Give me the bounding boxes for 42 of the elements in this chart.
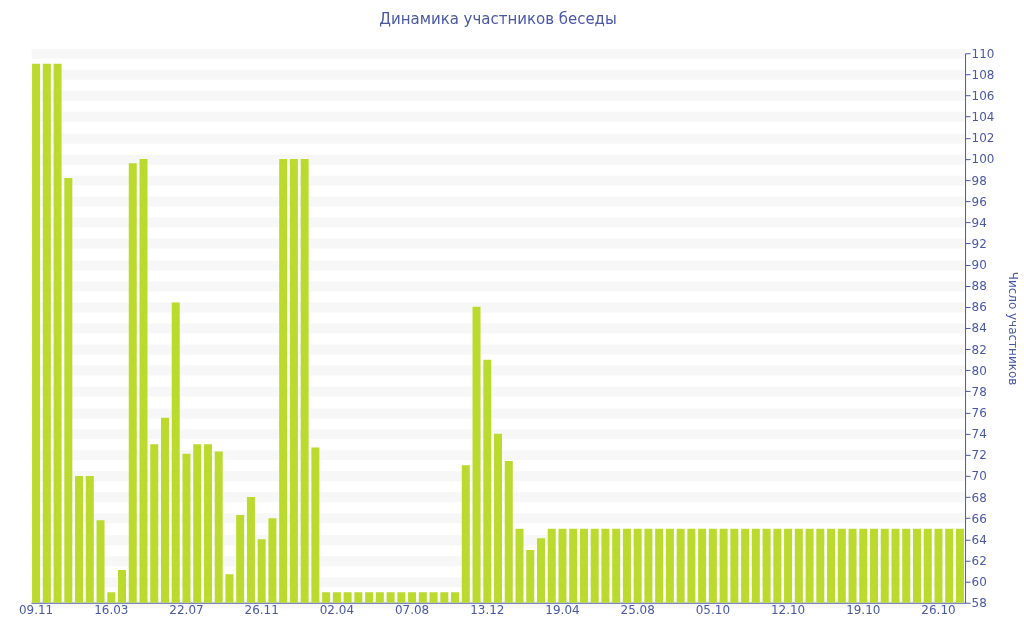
y-tick-label: 68 <box>971 490 987 505</box>
y-tick-label: 60 <box>971 575 987 590</box>
x-tick-label: 02.04 <box>319 603 354 618</box>
y-tick-label: 106 <box>971 89 995 104</box>
x-tick-label: 26.11 <box>244 603 279 618</box>
y-tick-label: 78 <box>971 384 987 399</box>
x-tick-label: 22.07 <box>169 603 204 618</box>
x-tick-label: 05.10 <box>695 603 730 618</box>
x-tick-label: 09.11 <box>18 603 54 618</box>
x-tick-label: 07.08 <box>394 603 430 618</box>
y-tick-label: 94 <box>971 215 987 230</box>
y-tick-label: 66 <box>971 511 987 526</box>
y-tick-label: 104 <box>971 110 995 125</box>
y-tick-label: 102 <box>971 131 995 146</box>
y-axis-title: Число участников <box>1006 271 1021 386</box>
y-tick-label: 84 <box>971 321 987 336</box>
y-tick-label: 88 <box>971 279 987 294</box>
y-tick-label: 108 <box>971 67 995 82</box>
y-tick-label: 82 <box>971 342 987 357</box>
y-tick-label: 100 <box>971 152 995 167</box>
y-tick-label: 92 <box>971 236 987 251</box>
y-tick-label: 96 <box>971 194 987 209</box>
x-tick-label: 16.03 <box>94 603 129 618</box>
y-tick-label: 98 <box>971 173 987 188</box>
x-tick-label: 13.12 <box>470 603 505 618</box>
x-tick-label: 19.04 <box>545 603 580 618</box>
x-tick-label: 25.08 <box>620 603 655 618</box>
y-tick-label: 64 <box>971 532 987 547</box>
y-tick-label: 62 <box>971 553 987 568</box>
y-tick-label: 76 <box>971 406 987 421</box>
y-tick-label: 72 <box>971 448 987 463</box>
y-tick-label: 74 <box>971 427 987 442</box>
y-tick-label: 80 <box>971 363 987 378</box>
chart-title: Динамика участников беседы <box>379 10 617 29</box>
x-tick-label: 12.10 <box>770 603 806 618</box>
y-tick-label: 70 <box>971 469 987 484</box>
x-tick-label: 19.10 <box>846 603 881 618</box>
y-tick-label: 110 <box>971 46 995 61</box>
y-tick-label: 58 <box>971 596 987 611</box>
y-tick-label: 90 <box>971 258 987 273</box>
x-tick-label: 26.10 <box>921 603 956 618</box>
y-tick-label: 86 <box>971 300 987 315</box>
